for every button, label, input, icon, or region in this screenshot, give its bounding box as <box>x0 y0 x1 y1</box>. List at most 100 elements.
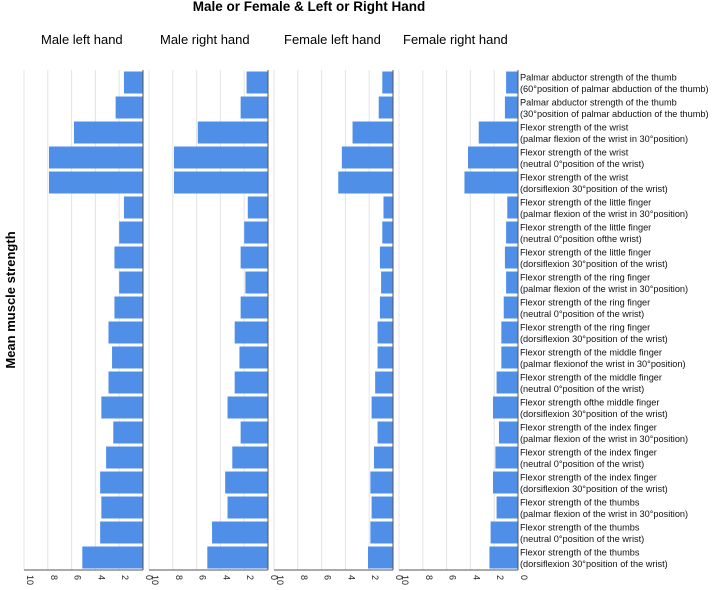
category-label-line2: (neutral 0°position of the wrist) <box>520 534 644 544</box>
bar <box>244 221 268 244</box>
x-tick-label: 10 <box>25 575 35 585</box>
category-label-line2: (neutral 0°position of the wrist) <box>520 309 644 319</box>
x-tick-label: 4 <box>96 575 106 580</box>
bar <box>506 221 518 244</box>
bar <box>503 296 518 319</box>
panel-1: Male left hand 10 8 6 4 2 0 <box>23 32 154 585</box>
category-label-line2: (neutral 0°position of the wrist) <box>520 459 644 469</box>
category-label: Flexor strength of the wrist(dorsiflexio… <box>520 173 668 194</box>
category-label-line1: Flexor strength of the wrist <box>520 123 629 133</box>
category-label: Flexor strength of the little finger(pal… <box>520 198 688 219</box>
bar <box>212 521 268 544</box>
bar <box>240 296 268 319</box>
panel-title: Female left hand <box>284 32 381 47</box>
bar <box>464 171 518 194</box>
bar <box>341 146 393 169</box>
x-tick-label: 8 <box>49 575 59 580</box>
x-tick-label: 4 <box>471 575 481 580</box>
category-label-line2: (60°position of palmar abduction of the … <box>520 84 709 94</box>
bar <box>173 171 268 194</box>
panel-2: Male right hand 10 8 6 4 2 0 <box>148 32 279 585</box>
bar <box>207 546 268 569</box>
category-label-line2: (palmar flexionof the wrist in 30°positi… <box>520 359 686 369</box>
category-label-line1: Flexor strength of the index finger <box>520 448 657 458</box>
bar <box>377 346 393 369</box>
bar <box>468 146 518 169</box>
bar <box>375 371 393 394</box>
bar <box>352 121 393 144</box>
bar <box>371 496 393 519</box>
category-label-line1: Flexor strength of the index finger <box>520 423 657 433</box>
bar <box>119 271 143 294</box>
bar <box>240 96 268 119</box>
bar <box>100 471 143 494</box>
category-labels: Palmar abductor strength of the thumb(60… <box>520 73 709 569</box>
bar <box>227 396 268 419</box>
x-tick-label: 10 <box>150 575 160 585</box>
category-label-line1: Flexor strength ofthe middle finger <box>520 398 659 408</box>
category-label: Flexor strength of the little finger(dor… <box>520 248 668 269</box>
category-label: Flexor strength of the ring finger(neutr… <box>520 298 650 319</box>
category-label-line2: (dorsiflexion 30°position of the wrist) <box>520 334 668 344</box>
category-label-line1: Flexor strength of the middle finger <box>520 348 662 358</box>
bar <box>381 271 393 294</box>
x-tick-label: 4 <box>221 575 231 580</box>
bar <box>108 321 143 344</box>
bar <box>382 221 393 244</box>
x-tick-label: 0 <box>269 575 279 580</box>
category-label-line1: Palmar abductor strength of the thumb <box>520 73 677 83</box>
bar <box>82 546 143 569</box>
x-tick-label: 8 <box>424 575 434 580</box>
bar <box>383 196 393 219</box>
x-tick-label: 6 <box>448 575 458 580</box>
x-tick-label: 8 <box>299 575 309 580</box>
category-label-line2: (palmar flexion of the wrist in 30°posit… <box>520 284 688 294</box>
bar <box>490 521 518 544</box>
category-label: Flexor strength of the thumbs(neutral 0°… <box>520 523 644 544</box>
category-label-line1: Flexor strength of the index finger <box>520 473 657 483</box>
category-label: Flexor strength of the index finger(palm… <box>520 423 688 444</box>
category-label-line2: (neutral 0°position of the wrist) <box>520 384 644 394</box>
x-tick-label: 0 <box>519 575 529 580</box>
bar <box>100 521 143 544</box>
bar <box>247 196 268 219</box>
category-label-line1: Flexor strength of the thumbs <box>520 498 640 508</box>
bar <box>371 396 393 419</box>
category-label-line1: Flexor strength of the middle finger <box>520 373 662 383</box>
category-label: Flexor strength of the middle finger(pal… <box>520 348 686 369</box>
category-label-line1: Flexor strength of the thumbs <box>520 548 640 558</box>
bar <box>106 446 143 469</box>
bar <box>373 446 393 469</box>
category-label: Flexor strength ofthe middle finger(dors… <box>520 398 668 419</box>
x-tick-label: 10 <box>400 575 410 585</box>
category-label-line1: Flexor strength of the ring finger <box>520 273 650 283</box>
bar <box>496 496 518 519</box>
y-axis-label: Mean muscle strength <box>3 231 18 368</box>
category-label: Flexor strength of the ring finger(palma… <box>520 273 688 294</box>
bar <box>234 321 268 344</box>
category-label: Flexor strength of the thumbs(palmar fle… <box>520 498 688 519</box>
bar <box>507 196 518 219</box>
category-label: Flexor strength of the ring finger(dorsi… <box>520 323 668 344</box>
category-label-line2: (30°position of palmar abduction of the … <box>520 109 709 119</box>
bar <box>493 396 518 419</box>
bar <box>504 246 518 269</box>
bar <box>368 546 393 569</box>
bar <box>225 471 268 494</box>
category-label-line1: Flexor strength of the little finger <box>520 198 651 208</box>
category-label: Flexor strength of the middle finger(neu… <box>520 373 662 394</box>
bar <box>370 471 393 494</box>
bar <box>378 96 393 119</box>
bar <box>114 296 143 319</box>
x-tick-label: 8 <box>174 575 184 580</box>
category-label: Flexor strength of the index finger(neut… <box>520 448 657 469</box>
x-tick-label: 0 <box>144 575 154 580</box>
bar <box>232 446 268 469</box>
bar <box>227 496 268 519</box>
bar <box>123 71 143 94</box>
category-label-line1: Palmar abductor strength of the thumb <box>520 98 677 108</box>
bar <box>48 171 143 194</box>
bar <box>119 221 143 244</box>
bar <box>379 296 393 319</box>
